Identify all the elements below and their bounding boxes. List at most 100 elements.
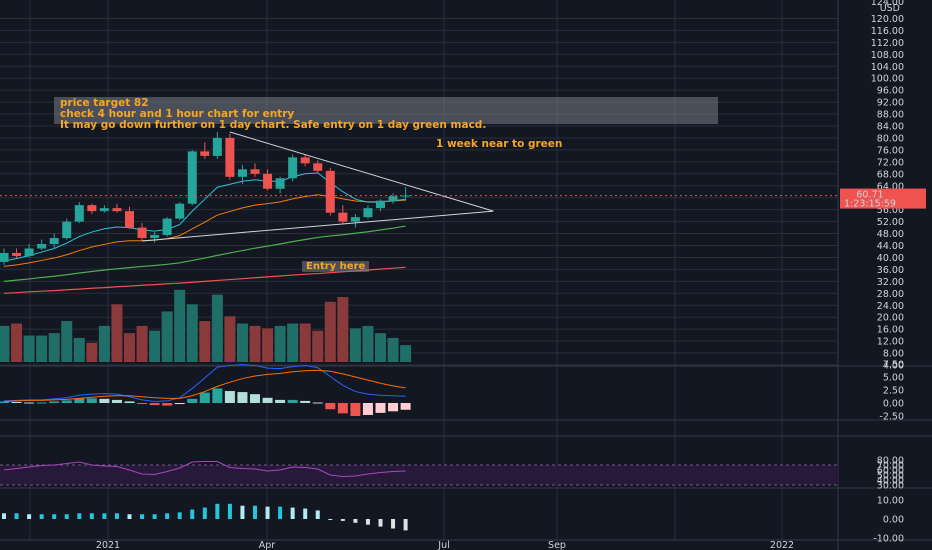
volume-bar[interactable] — [161, 311, 173, 362]
volume-bar[interactable] — [262, 328, 274, 362]
oscillator-bar[interactable] — [114, 513, 119, 519]
macd-histogram-bar[interactable] — [237, 392, 248, 403]
macd-histogram-bar[interactable] — [124, 401, 135, 403]
macd-histogram-bar[interactable] — [224, 391, 235, 403]
candle-body[interactable] — [125, 211, 134, 228]
macd-histogram-bar[interactable] — [24, 402, 35, 404]
volume-bar[interactable] — [375, 333, 386, 362]
macd-histogram-bar[interactable] — [111, 399, 122, 403]
oscillator-bar[interactable] — [278, 506, 283, 519]
volume-bar[interactable] — [149, 330, 161, 362]
oscillator-bar[interactable] — [340, 519, 345, 521]
time-axis[interactable]: 2021 Apr Jul Sep 2022 — [96, 540, 794, 550]
macd-histogram-bar[interactable] — [312, 402, 323, 404]
volume-bar[interactable] — [400, 345, 412, 362]
candle-body[interactable] — [99, 208, 109, 212]
volume-bar[interactable] — [387, 337, 399, 362]
candle-body[interactable] — [237, 169, 247, 177]
macd-histogram-bar[interactable] — [325, 403, 336, 410]
macd-histogram-bar[interactable] — [187, 398, 198, 403]
oscillator-bar[interactable] — [190, 509, 195, 520]
macd-histogram-bar[interactable] — [49, 401, 60, 403]
candle-body[interactable] — [388, 196, 398, 201]
oscillator-bar[interactable] — [215, 503, 220, 519]
volume-bar[interactable] — [98, 325, 110, 362]
macd-histogram-bar[interactable] — [36, 402, 47, 404]
candle-body[interactable] — [37, 244, 47, 249]
volume-bar[interactable] — [312, 330, 324, 362]
oscillator-bar[interactable] — [353, 519, 358, 523]
oscillator-bar[interactable] — [391, 519, 396, 529]
macd-histogram-bar[interactable] — [362, 403, 373, 415]
candle-body[interactable] — [12, 252, 22, 256]
macd-histogram-bar[interactable] — [0, 401, 9, 403]
macd-histogram-bar[interactable] — [99, 398, 110, 403]
macd-histogram-bar[interactable] — [388, 403, 399, 412]
volume-bar[interactable] — [136, 325, 148, 362]
volume-bar[interactable] — [124, 333, 135, 362]
macd-histogram-bar[interactable] — [212, 388, 223, 403]
candle-body[interactable] — [162, 218, 172, 236]
candle-body[interactable] — [112, 208, 122, 212]
candle-body[interactable] — [187, 151, 197, 204]
candle-body[interactable] — [338, 212, 348, 222]
candle-body[interactable] — [275, 178, 285, 189]
macd-histogram-bar[interactable] — [174, 403, 185, 405]
volume-bar[interactable] — [287, 323, 299, 363]
volume-bar[interactable] — [48, 333, 60, 362]
oscillator-bar[interactable] — [165, 513, 170, 519]
oscillator-bar[interactable] — [290, 507, 295, 519]
candle-body[interactable] — [74, 205, 84, 222]
volume-bar[interactable] — [249, 325, 261, 362]
candle-body[interactable] — [350, 217, 360, 222]
volume-bar[interactable] — [224, 316, 236, 362]
candle-body[interactable] — [212, 137, 222, 156]
volume-bar[interactable] — [362, 325, 374, 362]
volume-bar[interactable] — [211, 294, 223, 362]
macd-histogram-bar[interactable] — [262, 397, 273, 403]
macd-histogram-bar[interactable] — [86, 398, 97, 403]
macd-histogram-bar[interactable] — [275, 399, 286, 403]
volume-bar[interactable] — [324, 301, 336, 362]
macd-histogram-bar[interactable] — [137, 403, 148, 405]
oscillator-bar[interactable] — [202, 507, 207, 519]
volume-bar[interactable] — [0, 325, 10, 362]
candle-body[interactable] — [137, 227, 147, 239]
candle-body[interactable] — [313, 163, 323, 171]
macd-histogram-bar[interactable] — [350, 403, 361, 416]
candle-body[interactable] — [376, 200, 385, 209]
oscillator-bar[interactable] — [127, 514, 132, 519]
candle-body[interactable] — [49, 238, 59, 245]
macd-histogram-bar[interactable] — [162, 403, 173, 406]
macd-histogram-bar[interactable] — [250, 394, 260, 403]
macd-histogram-bar[interactable] — [287, 399, 298, 403]
volume-bar[interactable] — [61, 321, 73, 362]
trendline[interactable] — [229, 131, 494, 212]
oscillator-bar[interactable] — [89, 513, 94, 519]
oscillator-bar[interactable] — [365, 519, 370, 525]
candle-body[interactable] — [87, 205, 97, 212]
candle-body[interactable] — [300, 157, 310, 164]
trendline[interactable] — [142, 210, 494, 242]
volume-bar[interactable] — [73, 337, 85, 362]
candle-body[interactable] — [175, 203, 185, 219]
oscillator-bar[interactable] — [328, 519, 333, 520]
volume-bar[interactable] — [274, 325, 286, 362]
oscillator-bar[interactable] — [27, 514, 32, 519]
macd-histogram-bar[interactable] — [300, 400, 311, 403]
macd-histogram-bar[interactable] — [149, 403, 160, 406]
oscillator-bar[interactable] — [303, 508, 308, 519]
oscillator-bar[interactable] — [253, 505, 257, 519]
oscillator-bar[interactable] — [378, 519, 383, 527]
oscillator-bar[interactable] — [240, 505, 245, 519]
candle-body[interactable] — [225, 137, 235, 177]
candle-body[interactable] — [24, 248, 34, 256]
volume-bar[interactable] — [23, 335, 35, 362]
oscillator-bar[interactable] — [152, 514, 157, 519]
oscillator-bar[interactable] — [64, 514, 69, 519]
entry-note[interactable]: Entry here — [302, 261, 370, 272]
macd-histogram-bar[interactable] — [199, 392, 210, 403]
volume-bar[interactable] — [236, 323, 248, 363]
oscillator-bar[interactable] — [39, 514, 44, 519]
oscillator-bar[interactable] — [102, 513, 107, 519]
